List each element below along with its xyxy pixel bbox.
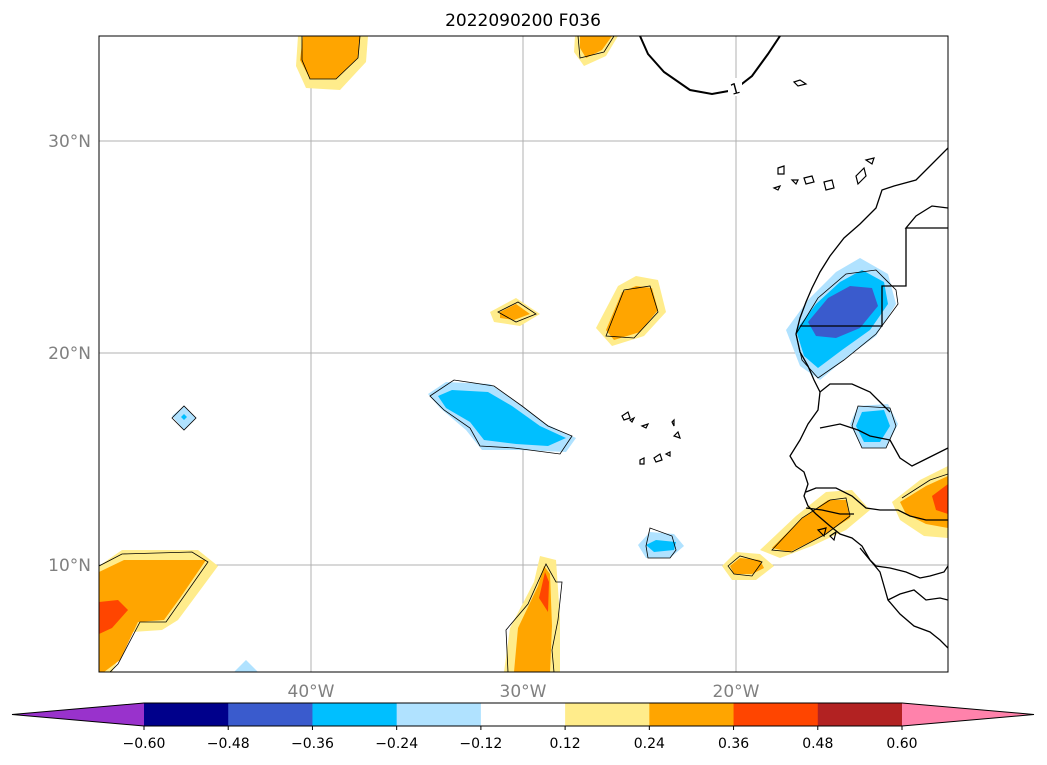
colorbar-segment (565, 703, 650, 726)
anomaly-patch-pos (772, 500, 850, 552)
colorbar-tick-label: −0.36 (291, 736, 334, 752)
island-outline (653, 453, 663, 463)
thick-contour (639, 36, 781, 96)
anomaly-patch-neg (438, 390, 566, 446)
lon-label-30w: 30°W (500, 682, 547, 702)
anomaly-patch-pos (606, 286, 658, 340)
anomaly-patch-neg (181, 414, 187, 420)
colorbar-segment (817, 703, 903, 726)
contour-label: 1 (728, 79, 742, 99)
thin-contour (505, 563, 563, 672)
anomaly-patch-pos (500, 304, 530, 320)
colorbar-tick-label: 0.36 (718, 736, 749, 752)
map-title: 2022090200 F036 (445, 11, 601, 31)
anomaly-patch-neg (646, 540, 676, 552)
island-outline (855, 166, 867, 186)
anomaly-patch-pos (99, 600, 128, 634)
thin-contour (645, 527, 677, 559)
colorbar-tick-label: −0.24 (375, 736, 418, 752)
coastlines (789, 147, 948, 649)
islands (621, 79, 875, 542)
colorbar-extend-high (902, 703, 1034, 726)
thin-contour (99, 551, 209, 672)
colorbar-tick-label: 0.48 (802, 736, 833, 752)
colorbar-extend-low (12, 703, 144, 726)
colorbar-segment (144, 703, 229, 726)
island-outline (672, 430, 681, 439)
colorbar-tick-label: −0.48 (207, 736, 250, 752)
anomaly-patch-pos (730, 558, 764, 574)
lon-label-20w: 20°W (713, 682, 760, 702)
country-border (800, 228, 907, 327)
positive-anomaly-patches (99, 36, 948, 672)
thin-contour (727, 555, 763, 577)
island-outline (664, 451, 671, 457)
country-border (887, 589, 948, 601)
anomaly-patch-neg (856, 410, 890, 442)
colorbar-tick-label: 0.12 (550, 736, 581, 752)
africa-coastline (789, 147, 948, 649)
country-border (819, 383, 891, 413)
lon-label-40w: 40°W (288, 682, 335, 702)
island-outline (671, 418, 675, 427)
thin-contour (171, 405, 197, 431)
thin-contour (771, 497, 851, 553)
island-outline (829, 530, 837, 542)
country-border (805, 487, 948, 521)
anomaly-patch-neg (234, 660, 258, 672)
island-outline (777, 165, 785, 175)
island-outline (640, 422, 650, 429)
thin-contour (497, 301, 537, 323)
island-outline (628, 416, 636, 424)
anomaly-patch-pos (900, 476, 948, 528)
country-border (819, 423, 948, 467)
lat-label-20n: 20°N (48, 344, 91, 364)
colorbar-tick-label: 0.24 (634, 736, 665, 752)
colorbar-segment (396, 703, 482, 726)
colorbar-segment (649, 703, 735, 726)
anomaly-patch-pos (932, 484, 948, 514)
island-outline (803, 175, 815, 185)
map-frame (98, 35, 949, 673)
thin-contour (851, 405, 897, 449)
colorbar-segment (480, 703, 566, 726)
colorbar-segment (733, 703, 819, 726)
island-outline (864, 157, 875, 165)
colorbar-segment (312, 703, 398, 726)
contour-label-bg (728, 78, 742, 96)
thin-contour (795, 269, 899, 379)
lat-label-10n: 10°N (48, 556, 91, 576)
thin-contour (577, 36, 615, 59)
island-outline (772, 184, 782, 191)
colorbar-segment (228, 703, 313, 726)
anomaly-patch-neg (808, 286, 878, 338)
colorbar-tick-label: −0.60 (123, 736, 166, 752)
island-outline (792, 79, 808, 87)
colorbar: −0.60 −0.48 −0.36 −0.24 −0.12 0.12 0.24 0.36 0.4… (11, 702, 1035, 752)
anomaly-patch-pos (539, 572, 549, 612)
anomaly-patch-pos (300, 36, 360, 79)
anomaly-patch-pos (580, 36, 612, 58)
island-outline (823, 179, 835, 191)
lat-label-30n: 30°N (48, 132, 91, 152)
thin-contour (605, 285, 659, 339)
thin-contour (901, 473, 948, 499)
island-outline (639, 457, 645, 465)
country-border (805, 507, 854, 515)
anomaly-patch-pos (99, 560, 206, 672)
island-outline (790, 179, 799, 186)
country-border (859, 547, 948, 579)
colorbar-tick-label: 0.60 (886, 736, 917, 752)
island-outline (621, 411, 631, 421)
thin-contours (99, 36, 948, 672)
island-outline (816, 527, 827, 538)
thin-contour (301, 36, 361, 80)
thin-contour (429, 379, 573, 455)
colorbar-tick-label: −0.12 (459, 736, 502, 752)
country-border (904, 205, 948, 229)
map-panel: 1 30°N 20°N 10°N 40°W 30°W 20°W (48, 35, 949, 702)
